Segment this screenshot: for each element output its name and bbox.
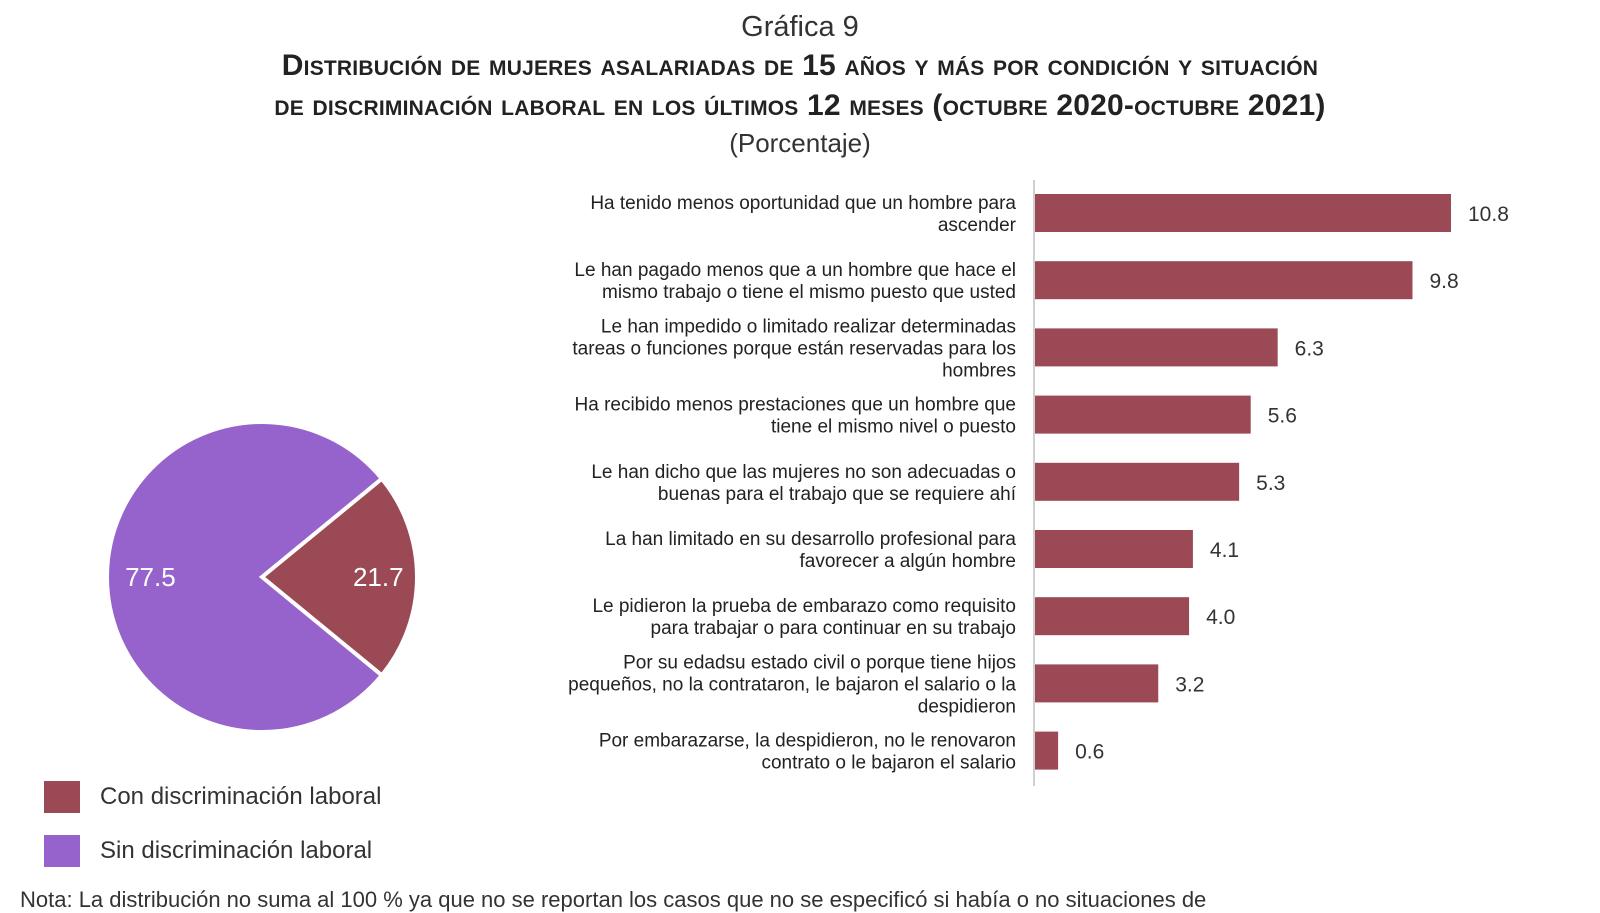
category-label-7: Por su edadsu estado civil o porque tien… xyxy=(568,652,1016,717)
bar-3 xyxy=(1035,395,1251,434)
legend-swatch-con xyxy=(44,781,80,813)
pie-value-label-sin: 77.5 xyxy=(125,562,176,592)
category-label-3: Ha recibido menos prestaciones que un ho… xyxy=(575,395,1017,438)
bar-5 xyxy=(1035,530,1193,568)
bar-1 xyxy=(1035,261,1413,300)
category-label-line: Ha recibido menos prestaciones que un ho… xyxy=(575,395,1017,416)
bar-4 xyxy=(1035,462,1240,501)
category-label-line: favorecer a algún hombre xyxy=(799,551,1016,572)
category-label-line: contrato o le bajaron el salario xyxy=(761,753,1016,774)
category-label-line: tiene el mismo nivel o puesto xyxy=(771,417,1016,438)
bar-0 xyxy=(1035,194,1451,232)
bar-chart: 10.8 Ha tenido menos oportunidad que un h… xyxy=(568,180,1509,786)
chart-title-line-1: Distribución de mujeres asalariadas de 1… xyxy=(281,49,1319,82)
bar-value-label-1: 9.8 xyxy=(1429,270,1458,293)
pie-legend: Con discriminación laboral Sin discrimin… xyxy=(44,780,381,888)
category-label-8: Por embarazarse, la despidieron, no le r… xyxy=(599,731,1016,774)
bar-value-label-5: 4.1 xyxy=(1210,539,1239,562)
category-label-line: Por embarazarse, la despidieron, no le r… xyxy=(599,731,1016,752)
category-label-0: Ha tenido menos oportunidad que un hombr… xyxy=(590,193,1016,236)
pie-slice-con xyxy=(258,475,419,679)
bar-value-label-0: 10.8 xyxy=(1468,203,1509,226)
bar-8 xyxy=(1035,731,1059,770)
bar-value-label-4: 5.3 xyxy=(1256,472,1285,495)
category-label-line: Le pidieron la prueba de embarazo como r… xyxy=(592,596,1016,617)
category-label-1: Le han pagado menos que a un hombre que … xyxy=(574,260,1016,303)
category-label-line: para trabajar o para continuar en su tra… xyxy=(651,618,1016,639)
category-label-2: Le han impedido o limitado realizar dete… xyxy=(572,316,1016,381)
legend-swatch-sin xyxy=(44,835,80,867)
category-label-line: hombres xyxy=(942,360,1016,381)
category-label-line: Le han impedido o limitado realizar dete… xyxy=(601,316,1016,337)
legend-item-sin: Sin discriminación laboral xyxy=(44,834,381,868)
bar-6 xyxy=(1035,597,1190,636)
category-label-5: La han limitado en su desarrollo profesi… xyxy=(605,529,1016,572)
legend-label-con: Con discriminación laboral xyxy=(100,783,382,810)
chart-kicker: Gráfica 9 xyxy=(741,11,859,43)
bar-value-label-7: 3.2 xyxy=(1175,673,1204,696)
bar-value-label-3: 5.6 xyxy=(1268,405,1297,428)
category-label-line: pequeños, no la contrataron, le bajaron … xyxy=(568,674,1016,695)
bar-value-label-2: 6.3 xyxy=(1295,337,1324,360)
category-label-line: mismo trabajo o tiene el mismo puesto qu… xyxy=(602,282,1016,303)
category-label-4: Le han dicho que las mujeres no son adec… xyxy=(591,462,1016,505)
chart-header: Gráfica 9 Distribución de mujeres asalar… xyxy=(0,8,1600,160)
category-label-line: Ha tenido menos oportunidad que un hombr… xyxy=(590,193,1016,214)
category-label-line: tareas o funciones porque están reservad… xyxy=(572,338,1016,359)
category-label-line: La han limitado en su desarrollo profesi… xyxy=(605,529,1016,550)
category-label-6: Le pidieron la prueba de embarazo como r… xyxy=(592,596,1016,639)
category-label-line: Por su edadsu estado civil o porque tien… xyxy=(623,652,1016,673)
legend-item-con: Con discriminación laboral xyxy=(44,780,381,814)
category-label-line: Le han dicho que las mujeres no son adec… xyxy=(591,462,1016,483)
bar-value-label-6: 4.0 xyxy=(1206,606,1235,629)
bar-value-label-8: 0.6 xyxy=(1075,741,1104,764)
chart-subtitle: (Porcentaje) xyxy=(729,128,871,158)
pie-value-label-con: 21.7 xyxy=(353,562,404,592)
category-label-line: buenas para el trabajo que se requiere a… xyxy=(658,484,1017,505)
category-label-line: despidieron xyxy=(918,696,1016,717)
legend-label-sin: Sin discriminación laboral xyxy=(100,837,373,864)
chart-note: Nota: La distribución no suma al 100 % y… xyxy=(20,887,1207,912)
pie-slice-sin xyxy=(105,420,385,734)
category-label-line: Le han pagado menos que a un hombre que … xyxy=(574,260,1016,281)
bar-2 xyxy=(1035,328,1278,367)
pie-chart: 21.7 77.5 xyxy=(105,420,419,734)
chart-title-line-2: de discriminación laboral en los últimos… xyxy=(274,89,1326,122)
bar-7 xyxy=(1035,664,1159,703)
category-label-line: ascender xyxy=(938,215,1017,236)
